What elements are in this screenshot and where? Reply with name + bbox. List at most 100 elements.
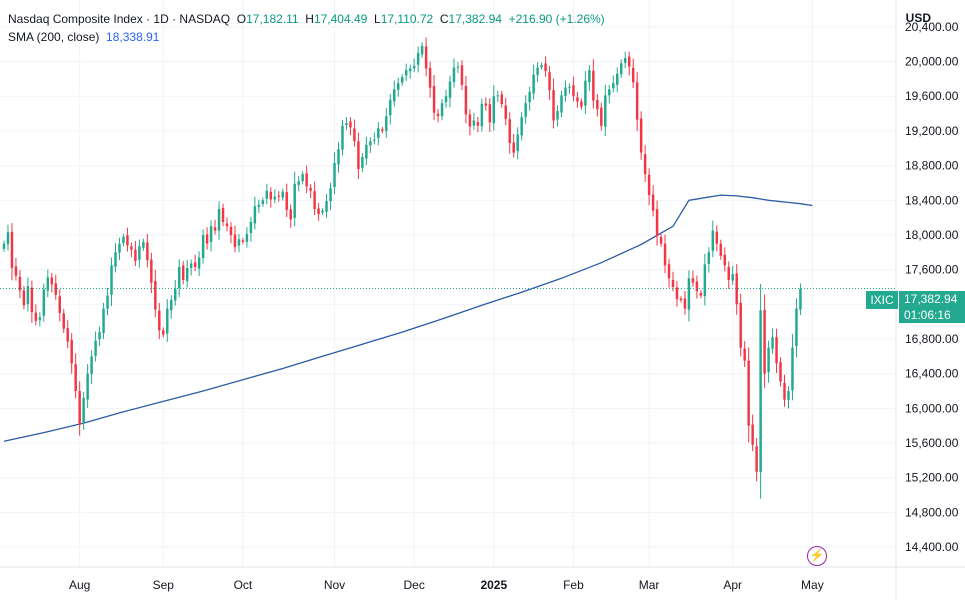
candle-body	[201, 234, 205, 259]
candle-body	[619, 63, 623, 75]
candle-body	[177, 267, 181, 289]
candle-body	[659, 236, 663, 244]
candle-body	[631, 67, 635, 83]
candle-body	[464, 86, 468, 115]
candle-body	[22, 290, 26, 306]
candle-body	[751, 424, 754, 445]
candle-body	[138, 246, 141, 260]
candle-body	[492, 96, 496, 124]
candle-body	[277, 195, 281, 197]
y-tick-label: 15,600.00	[905, 436, 959, 450]
candle-body	[98, 332, 101, 340]
candle-body	[233, 234, 237, 248]
candle-body	[747, 360, 750, 426]
y-tick-label: 18,400.00	[905, 193, 959, 207]
candle-body	[26, 286, 30, 305]
candle-body	[755, 446, 758, 472]
candle-body	[468, 114, 472, 127]
candle-body	[711, 230, 715, 251]
candle-body	[18, 276, 22, 291]
candle-body	[389, 99, 392, 116]
candle-body	[66, 328, 69, 342]
x-tick-label: May	[801, 578, 824, 592]
y-tick-label: 16,800.00	[905, 332, 959, 346]
candle-body	[651, 194, 655, 211]
y-tick-label: 19,200.00	[905, 124, 959, 138]
candle-body	[508, 119, 511, 144]
lightning-icon[interactable]: ⚡	[807, 546, 827, 566]
candle-body	[783, 383, 786, 400]
y-tick-label: 14,400.00	[905, 540, 959, 554]
candle-body	[393, 89, 396, 102]
candle-body	[249, 221, 253, 234]
candle-body	[253, 206, 257, 224]
candle-body	[424, 46, 428, 69]
candle-body	[707, 252, 711, 264]
candle-body	[62, 313, 65, 329]
candle-body	[225, 223, 229, 227]
sma-label: SMA (200, close)	[8, 30, 100, 44]
candle-body	[456, 66, 460, 68]
candle-body	[369, 141, 372, 146]
candle-body	[114, 252, 117, 267]
candle-body	[245, 234, 249, 242]
candle-body	[488, 104, 492, 123]
candle-body	[209, 226, 213, 243]
candle-body	[229, 226, 233, 235]
candle-body	[281, 191, 284, 198]
candle-body	[500, 94, 504, 105]
candle-body	[420, 45, 424, 55]
candle-body	[532, 74, 535, 94]
candle-body	[679, 298, 683, 300]
candle-body	[504, 105, 507, 119]
candle-body	[321, 210, 324, 213]
close-label: C	[439, 12, 449, 26]
candle-body	[309, 187, 312, 191]
candle-body	[584, 80, 587, 106]
candle-body	[592, 70, 595, 101]
candle-body	[552, 90, 555, 121]
candle-body	[150, 259, 153, 283]
candlestick-series	[2, 37, 802, 499]
x-tick-label: Sep	[153, 578, 175, 592]
candle-body	[181, 265, 185, 281]
candle-body	[675, 287, 679, 300]
candle-body	[197, 257, 201, 269]
x-tick-label: Apr	[723, 578, 742, 592]
candle-body	[428, 67, 432, 88]
candle-body	[719, 243, 723, 256]
candle-body	[440, 103, 444, 117]
sma-polyline	[3, 194, 813, 442]
candle-body	[217, 208, 221, 231]
candle-body	[779, 362, 782, 382]
candle-body	[329, 188, 332, 202]
candle-body	[269, 191, 273, 200]
candle-body	[612, 83, 615, 89]
candle-body	[94, 340, 97, 356]
candle-body	[416, 52, 420, 65]
candle-body	[695, 281, 699, 292]
candle-body	[647, 174, 651, 196]
y-tick-label: 15,200.00	[905, 471, 959, 485]
x-tick-label: Mar	[639, 578, 660, 592]
candle-body	[205, 234, 209, 244]
candle-body	[484, 103, 488, 106]
candle-body	[110, 265, 113, 295]
candle-body	[412, 65, 416, 69]
candle-body	[452, 67, 456, 83]
candle-body	[703, 264, 707, 297]
candle-body	[639, 118, 643, 153]
sma-row[interactable]: SMA (200, close) 18,338.91	[8, 28, 605, 46]
y-tick-label: 20,000.00	[905, 55, 959, 69]
candle-body	[313, 191, 316, 209]
candle-body	[345, 123, 348, 126]
close-value: 17,382.94	[448, 12, 502, 26]
candle-body	[627, 56, 631, 67]
x-tick-label: Dec	[403, 578, 424, 592]
currency-label[interactable]: USD	[905, 11, 931, 25]
high-value: 17,404.49	[313, 12, 368, 26]
candle-body	[257, 204, 261, 207]
candle-body	[38, 317, 42, 321]
candle-body	[78, 391, 81, 425]
